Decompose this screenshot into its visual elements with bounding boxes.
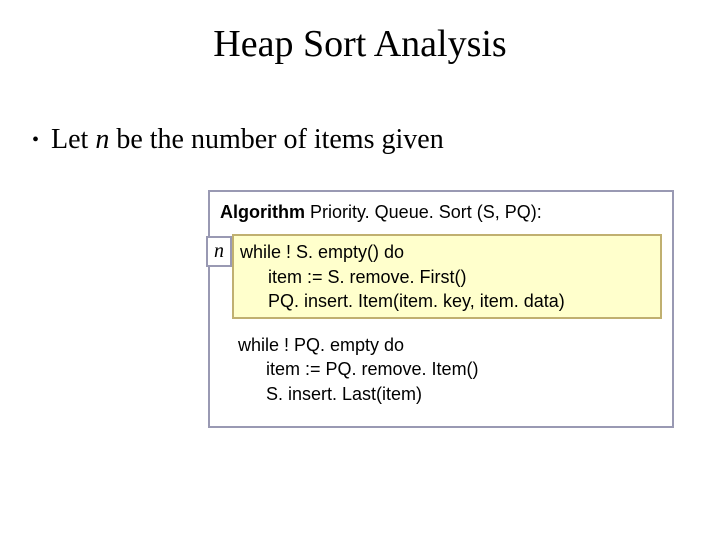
code-line: while ! PQ. empty do (238, 333, 662, 357)
code-line: PQ. insert. Item(item. key, item. data) (240, 289, 654, 313)
bullet-var: n (95, 124, 109, 155)
bullet-text: Let n be the number of items given (51, 124, 444, 156)
code-line: item := PQ. remove. Item() (238, 357, 662, 381)
highlight-frame: while ! S. empty() do item := S. remove.… (232, 234, 662, 319)
bullet-post: be the number of items given (109, 124, 443, 155)
algorithm-keyword: Algorithm (220, 202, 305, 222)
algorithm-box: Algorithm Priority. Queue. Sort (S, PQ):… (208, 190, 674, 428)
code-line: while ! S. empty() do (240, 240, 654, 264)
algorithm-signature: Priority. Queue. Sort (S, PQ): (305, 202, 542, 222)
algorithm-block-2: while ! PQ. empty do item := PQ. remove.… (220, 333, 662, 406)
algorithm-block-1: n while ! S. empty() do item := S. remov… (220, 234, 662, 319)
code-line: item := S. remove. First() (240, 265, 654, 289)
algorithm-header: Algorithm Priority. Queue. Sort (S, PQ): (220, 200, 662, 224)
bullet-item: • Let n be the number of items given (32, 124, 444, 156)
slide-title: Heap Sort Analysis (0, 22, 720, 66)
bullet-dot: • (32, 130, 39, 150)
bullet-pre: Let (51, 124, 95, 155)
n-badge: n (206, 236, 232, 267)
code-line: S. insert. Last(item) (238, 382, 662, 406)
